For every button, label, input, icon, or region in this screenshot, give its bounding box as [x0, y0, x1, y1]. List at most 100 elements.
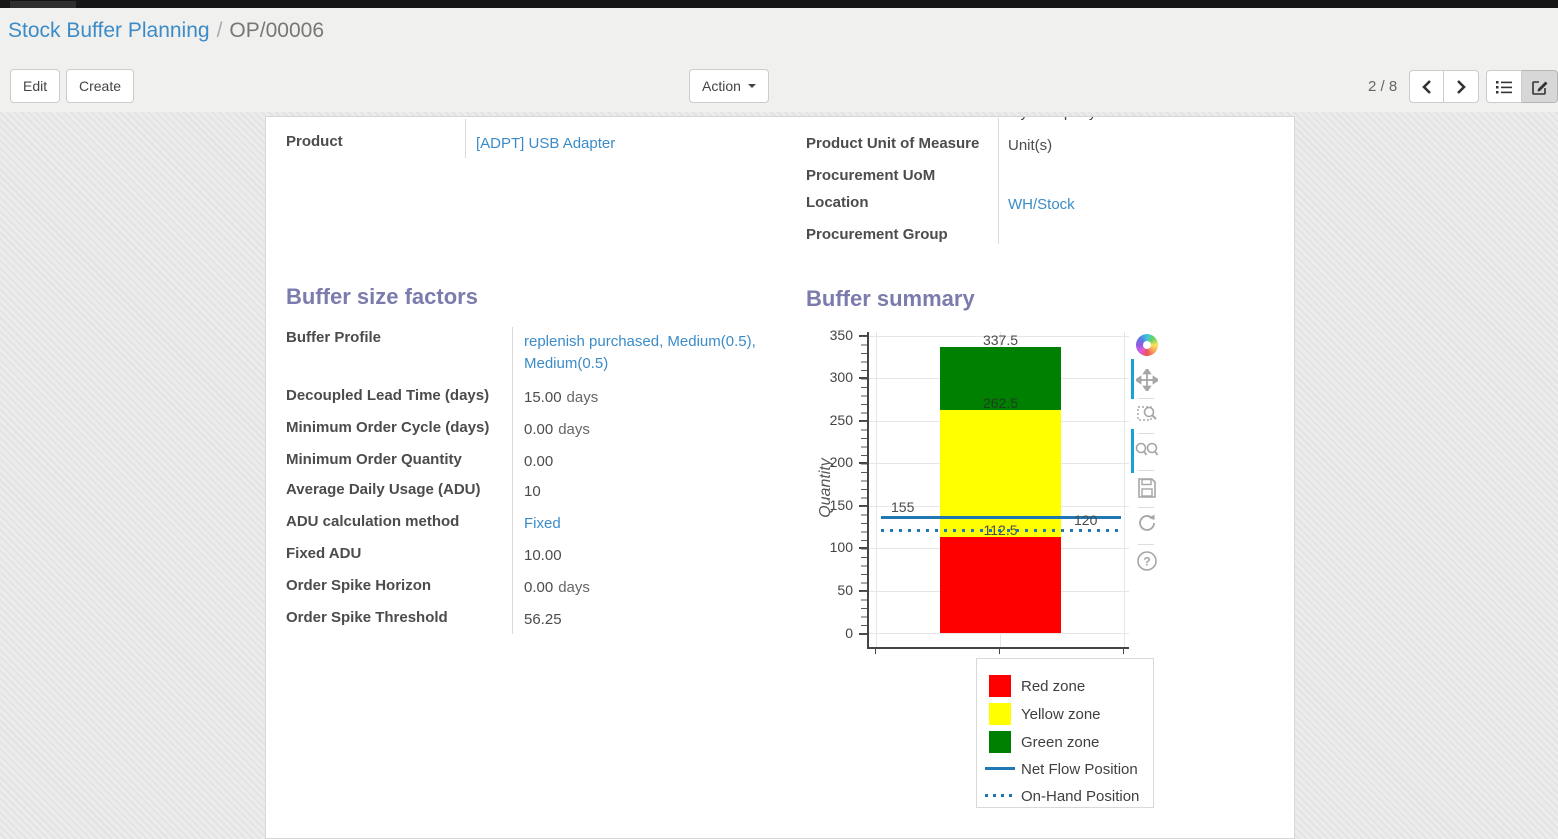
chart-plot-area[interactable]: 337.5 262.5 112.5 155 120 [867, 332, 1129, 654]
on-hand-position-line[interactable] [881, 529, 1121, 532]
modebar-separator [1138, 470, 1154, 471]
days-suffix: days [566, 389, 599, 406]
order-spike-threshold-value: 56.25 [524, 611, 562, 628]
pager-next-button[interactable] [1444, 70, 1479, 103]
legend-label: Red zone [1021, 677, 1086, 695]
location-value-link[interactable]: WH/Stock [1008, 196, 1075, 213]
order-spike-horizon-value: 0.00 days [524, 579, 590, 596]
save-chart-button[interactable] [1135, 476, 1159, 500]
help-button[interactable]: ? [1135, 549, 1159, 573]
legend-item-red-zone[interactable]: Red zone [977, 674, 1153, 698]
red-swatch [989, 675, 1011, 697]
action-label: Action [702, 78, 741, 94]
legend-item-green-zone[interactable]: Green zone [977, 730, 1153, 754]
product-uom-label: Product Unit of Measure [806, 135, 980, 152]
buffer-size-factors-title: Buffer size factors [286, 284, 478, 309]
field-separator [998, 118, 999, 244]
legend-item-yellow-zone[interactable]: Yellow zone [977, 702, 1153, 726]
min-order-cycle-label: Minimum Order Cycle (days) [286, 419, 490, 436]
legend-item-on-hand[interactable]: On-Hand Position [977, 784, 1153, 808]
adu-method-value-link[interactable]: Fixed [524, 515, 561, 532]
green-swatch [989, 731, 1011, 753]
green-zone-bar[interactable] [940, 347, 1061, 410]
pan-button[interactable] [1135, 368, 1159, 392]
gridline [869, 336, 1129, 337]
y-tick-label: 0 [845, 625, 853, 641]
product-uom-value: Unit(s) [1008, 137, 1053, 154]
reset-axes-button[interactable] [1135, 511, 1159, 535]
modebar-separator [1138, 398, 1154, 399]
breadcrumb: Stock Buffer Planning / OP/00006 [8, 19, 324, 43]
y-tick-label: 50 [837, 582, 853, 598]
pager-nav-group [1409, 70, 1479, 103]
svg-text:?: ? [1143, 555, 1150, 569]
yellow-swatch [989, 703, 1011, 725]
chart-legend: Red zone Yellow zone Green zone Net Flow… [976, 658, 1154, 808]
on-hand-label: 120 [1074, 512, 1098, 528]
action-dropdown-button[interactable]: Action [689, 69, 769, 103]
product-label: Product [286, 133, 343, 150]
days-suffix: days [558, 579, 590, 596]
min-order-qty-label: Minimum Order Quantity [286, 451, 462, 468]
view-switcher-group [1486, 70, 1558, 103]
pager-previous-button[interactable] [1409, 70, 1444, 103]
procurement-group-label: Procurement Group [806, 226, 948, 243]
save-icon [1138, 478, 1156, 498]
y-minor-ticks [861, 336, 867, 637]
edit-form-icon [1531, 80, 1547, 95]
plotly-logo-button[interactable] [1135, 333, 1159, 357]
legend-label: Green zone [1021, 733, 1100, 751]
chart-y-axis-title: Quantity [817, 458, 834, 518]
green-top-label: 337.5 [982, 332, 1019, 348]
field-separator [512, 327, 513, 634]
fixed-adu-label: Fixed ADU [286, 545, 362, 562]
legend-item-net-flow[interactable]: Net Flow Position [977, 757, 1153, 781]
gridline [876, 332, 877, 647]
modebar-active-indicator [1131, 359, 1134, 399]
decoupled-lead-time-value: 15.00 days [524, 389, 599, 406]
edit-button[interactable]: Edit [10, 69, 61, 103]
box-zoom-button[interactable] [1135, 402, 1159, 426]
clipped-company-value: My Company [1008, 117, 1208, 124]
x-tick [1123, 649, 1124, 654]
pan-icon [1136, 369, 1158, 391]
fixed-adu-value: 10.00 [524, 547, 562, 564]
caret-down-icon [747, 84, 756, 88]
chevron-left-icon [1421, 79, 1431, 94]
reset-icon [1139, 514, 1155, 531]
modebar-separator [1138, 507, 1154, 508]
breadcrumb-separator: / [216, 19, 223, 42]
legend-label: Yellow zone [1021, 705, 1101, 723]
y-tick-label: 350 [829, 327, 853, 343]
gridline [1124, 332, 1125, 647]
x-tick [999, 649, 1000, 654]
legend-label: On-Hand Position [1021, 787, 1140, 805]
yellow-top-label: 262.5 [982, 395, 1019, 411]
help-icon: ? [1137, 551, 1157, 571]
product-value-link[interactable]: [ADPT] USB Adapter [476, 135, 616, 152]
order-spike-horizon-label: Order Spike Horizon [286, 577, 432, 594]
procurement-uom-label: Procurement UoM [806, 167, 936, 184]
legend-label: Net Flow Position [1021, 760, 1138, 778]
modebar-active-indicator [1131, 429, 1134, 473]
list-view-button[interactable] [1486, 70, 1522, 103]
solid-line-swatch [985, 767, 1015, 770]
form-view-button[interactable] [1522, 70, 1558, 103]
y-tick-label: 300 [829, 369, 853, 385]
create-button[interactable]: Create [66, 69, 135, 103]
zoom-in-out-button[interactable] [1135, 438, 1159, 462]
decoupled-lead-time-label: Decoupled Lead Time (days) [286, 387, 490, 404]
adu-method-label: ADU calculation method [286, 513, 460, 530]
buffer-summary-title: Buffer summary [806, 286, 975, 311]
breadcrumb-parent-link[interactable]: Stock Buffer Planning [8, 19, 210, 42]
yellow-zone-bar[interactable] [940, 410, 1061, 537]
location-label: Location [806, 194, 869, 211]
buffer-profile-value-link[interactable]: replenish purchased, Medium(0.5), Medium… [524, 333, 756, 372]
net-flow-position-line[interactable] [881, 516, 1121, 519]
min-order-qty-value: 0.00 [524, 453, 554, 470]
red-zone-bar[interactable] [940, 537, 1061, 633]
dotted-line-swatch [985, 794, 1015, 797]
field-separator [465, 119, 466, 158]
top-nav-active-item[interactable] [10, 1, 76, 8]
plotly-logo-icon [1136, 334, 1158, 356]
